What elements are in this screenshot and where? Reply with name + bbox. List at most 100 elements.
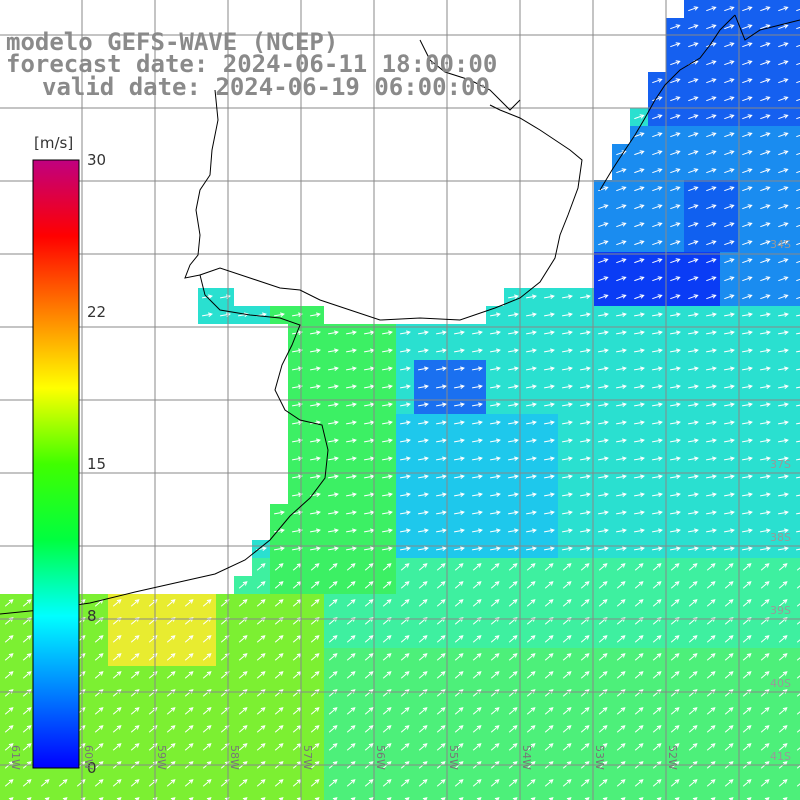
wind-arrow (256, 743, 266, 751)
wind-arrow (274, 671, 284, 679)
wind-arrow (764, 797, 770, 800)
wind-arrow (544, 402, 555, 407)
wind-arrow (760, 60, 771, 66)
wind-arrow (112, 779, 122, 787)
wind-arrow (742, 150, 753, 156)
wind-arrow (274, 510, 285, 515)
wind-arrow (490, 330, 501, 335)
wind-arrow (400, 420, 411, 425)
wind-arrow (148, 635, 158, 643)
wind-arrow (760, 204, 771, 210)
wind-arrow (256, 707, 266, 715)
wind-arrow (490, 438, 501, 443)
wind-arrow (652, 150, 663, 156)
wind-arrow (796, 512, 800, 515)
wind-arrow (598, 330, 609, 335)
wind-arrow (670, 60, 681, 66)
wind-arrow (310, 528, 321, 533)
wind-arrow (688, 492, 699, 497)
wind-arrow (436, 563, 446, 571)
wind-arrow (364, 653, 374, 661)
wind-arrow (742, 725, 752, 733)
wind-arrow (400, 779, 410, 787)
wind-arrow (688, 743, 698, 751)
wind-arrow (526, 635, 536, 643)
wind-arrow (472, 402, 483, 407)
lon-label-56w: 56W (374, 745, 387, 770)
wind-arrow (670, 222, 681, 228)
wind-arrow (724, 78, 735, 84)
wind-arrow (310, 563, 320, 571)
wind-arrow (706, 330, 717, 335)
wind-arrow (742, 456, 753, 461)
wind-arrow (418, 510, 429, 515)
wind-arrow (742, 24, 753, 30)
wind-arrow (274, 581, 284, 589)
wind-arrow (778, 294, 789, 300)
wind-arrow (310, 707, 320, 715)
wind-arrow (526, 420, 537, 425)
wind-arrow (706, 743, 716, 751)
wind-arrow (454, 707, 464, 715)
colorbar-tick-30: 30 (87, 151, 107, 169)
wind-arrow (328, 330, 339, 335)
wind-speed-cell (792, 648, 800, 666)
wind-arrow (796, 332, 800, 335)
wind-arrow (364, 707, 374, 715)
wind-arrow (202, 312, 213, 317)
wind-arrow (724, 294, 735, 300)
wind-arrow (562, 330, 573, 335)
wind-arrow (778, 258, 789, 264)
wind-arrow (436, 581, 446, 589)
wind-arrow (346, 599, 356, 607)
wind-arrow (688, 438, 699, 443)
wind-arrow (760, 402, 771, 407)
wind-arrow (526, 330, 537, 335)
wind-arrow (656, 797, 662, 800)
wind-arrow (476, 797, 482, 800)
wind-arrow (292, 456, 303, 461)
wind-arrow (346, 402, 357, 407)
wind-arrow (400, 743, 410, 751)
wind-arrow (472, 366, 483, 371)
wind-arrow (724, 563, 734, 571)
wind-arrow (706, 474, 717, 479)
wind-arrow (562, 635, 572, 643)
wind-arrow (706, 510, 717, 515)
wind-arrow (400, 402, 411, 407)
wind-arrow (778, 42, 789, 48)
wind-arrow (760, 240, 771, 246)
wind-arrow (508, 635, 518, 643)
wind-arrow (490, 456, 501, 461)
wind-arrow (310, 725, 320, 733)
wind-arrow (400, 581, 410, 589)
wind-arrow (742, 132, 753, 138)
wind-arrow (310, 438, 321, 443)
wind-arrow (386, 797, 392, 800)
wind-arrow (184, 779, 194, 787)
wind-arrow (562, 294, 573, 299)
wind-arrow (688, 456, 699, 461)
wind-arrow (652, 546, 663, 551)
wind-arrow (418, 528, 429, 533)
wind-arrow (760, 581, 770, 589)
wind-arrow (706, 24, 717, 30)
wind-arrow (598, 510, 609, 515)
wind-arrow (436, 546, 447, 551)
wind-arrow (616, 581, 626, 589)
wind-arrow (652, 581, 662, 589)
wind-arrow (436, 438, 447, 443)
wind-arrow (310, 384, 321, 389)
wind-arrow (346, 456, 357, 461)
wind-arrow (688, 707, 698, 715)
wind-arrow (454, 366, 465, 371)
wind-arrow (436, 599, 446, 607)
wind-arrow (796, 314, 800, 317)
wind-arrow (566, 797, 572, 800)
wind-arrow (778, 276, 789, 282)
wind-speed-cell (288, 792, 306, 800)
wind-arrow (436, 635, 446, 643)
wind-arrow (616, 725, 626, 733)
wind-arrow (418, 779, 428, 787)
